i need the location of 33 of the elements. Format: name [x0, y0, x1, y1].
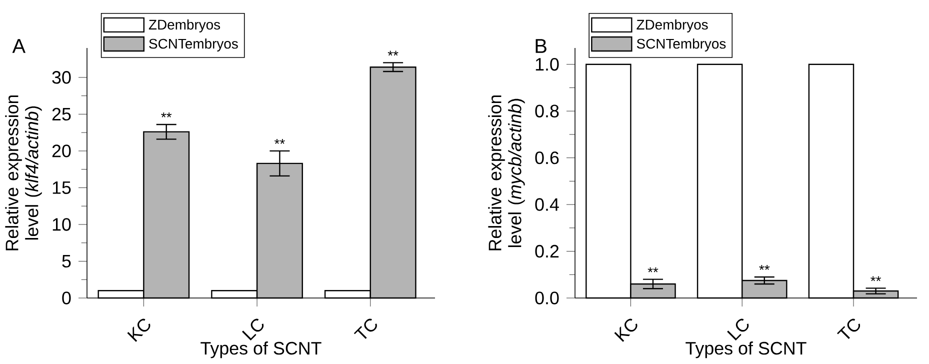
- legend-label: SCNTembryos: [149, 38, 238, 52]
- y-tick-label: 15: [52, 181, 71, 194]
- y-tick-label: 20: [52, 144, 71, 158]
- x-tick-label: LC: [242, 318, 264, 340]
- chart-title: B: [536, 39, 546, 53]
- x-axis-title: Types of SCNT: [200, 341, 322, 358]
- x-tick-label: KC: [614, 318, 638, 342]
- y-tick-label: 0.0: [535, 292, 559, 304]
- y-tick-label: 0.4: [535, 198, 559, 211]
- y-tick-label: 25: [52, 108, 71, 121]
- x-tick-label: TC: [837, 318, 860, 339]
- y-tick-label: 0: [62, 292, 71, 304]
- annotation: **: [274, 138, 285, 144]
- chart-title: A: [12, 39, 26, 53]
- legend-label: ZDembryos: [636, 19, 708, 32]
- x-tick-label: LC: [727, 318, 749, 340]
- annotation: **: [648, 267, 658, 272]
- annotation: **: [759, 264, 770, 270]
- annotation: **: [388, 50, 398, 56]
- x-tick-label: TC: [354, 318, 377, 339]
- y-tick-label: 1.0: [536, 58, 559, 71]
- annotation: **: [161, 112, 172, 118]
- y-tick-label: 0.2: [535, 244, 559, 258]
- y-tick-label: 5: [62, 254, 71, 268]
- x-tick-label: KC: [127, 318, 150, 342]
- annotation: **: [870, 276, 882, 282]
- y-tick-label: 30: [52, 71, 71, 84]
- y-tick-label: 0.8: [535, 104, 559, 118]
- y-tick-label: 0.6: [535, 151, 559, 164]
- legend-label: ZDembryos: [148, 19, 220, 32]
- x-axis-title: Types of SCNT: [686, 341, 806, 358]
- legend-label: SCNTembryos: [636, 38, 726, 52]
- y-tick-label: 10: [52, 218, 71, 231]
